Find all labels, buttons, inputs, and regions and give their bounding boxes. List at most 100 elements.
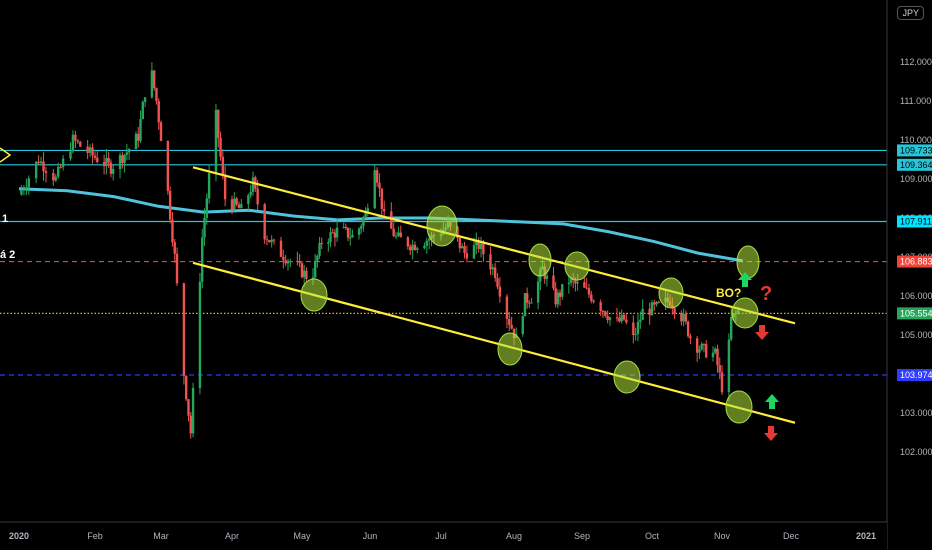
- direction-arrows: [0, 147, 779, 441]
- channel-lower-line: [192, 261, 796, 424]
- candle-body: [456, 226, 459, 238]
- price-tag-bg: [897, 369, 932, 382]
- candle-body: [247, 195, 250, 204]
- candle-body: [74, 134, 77, 141]
- candle-body: [475, 240, 478, 246]
- price-tag-label: 107.911: [900, 216, 932, 226]
- touch-marker-ellipse: [426, 205, 458, 247]
- x-tick-label: Mar: [153, 531, 169, 541]
- touch-marker-ellipse: [731, 297, 759, 329]
- candle-body: [223, 174, 227, 200]
- candle-body: [482, 243, 485, 255]
- candle-body: [54, 176, 57, 181]
- candle-body: [639, 319, 642, 322]
- candle-body: [342, 226, 345, 228]
- candle-body: [592, 300, 595, 303]
- candle-body: [289, 261, 292, 263]
- candle-body: [615, 317, 619, 319]
- candle-body: [214, 109, 218, 174]
- candle-body: [105, 157, 108, 167]
- candle-body: [57, 166, 60, 177]
- trend-channel: [192, 166, 796, 424]
- candle-body: [599, 302, 602, 311]
- candle-body: [528, 302, 531, 304]
- candle-body: [313, 260, 317, 278]
- candle-body: [263, 204, 266, 240]
- price-tag-bg: [897, 158, 932, 171]
- candle-body: [88, 147, 92, 153]
- x-tick-label: May: [293, 531, 311, 541]
- candle-body: [346, 227, 350, 238]
- candle-body: [394, 235, 398, 237]
- candle-body: [673, 308, 676, 314]
- candle-body: [187, 399, 190, 416]
- candle-body: [143, 97, 147, 102]
- candle-body: [576, 282, 579, 284]
- candle-body: [427, 239, 431, 241]
- candle-body: [479, 243, 483, 250]
- bo-annotation: BO?: [716, 286, 741, 300]
- candle-body: [716, 348, 719, 366]
- y-axis-background: [887, 0, 932, 550]
- candle-body: [270, 239, 273, 243]
- candle-body: [22, 189, 26, 191]
- candle-body: [91, 147, 94, 156]
- candle-body: [556, 292, 560, 305]
- candle-body: [366, 208, 370, 212]
- candle-body: [357, 228, 361, 235]
- price-tag-label: 105.554: [900, 308, 932, 318]
- candle-body: [284, 260, 287, 264]
- left-label-2: á 2: [0, 249, 15, 261]
- candle-body: [121, 155, 124, 163]
- candle-body: [286, 261, 290, 264]
- price-tag-label: 106.883: [900, 257, 932, 267]
- candle-body: [574, 280, 577, 284]
- candle-body: [730, 316, 733, 340]
- candle-body: [298, 261, 301, 264]
- candle-body: [523, 293, 527, 317]
- candle-body: [657, 301, 660, 303]
- candle-body: [552, 275, 555, 289]
- candle-body: [39, 161, 43, 164]
- candle-body: [601, 310, 605, 312]
- price-tag: 109.733: [897, 144, 932, 157]
- candle-body: [536, 281, 540, 303]
- candle-body: [42, 161, 45, 172]
- candle-body: [157, 101, 160, 123]
- candle-body: [141, 101, 144, 120]
- candle-body: [727, 339, 731, 393]
- candle-body: [37, 161, 40, 164]
- candle-body: [569, 278, 573, 283]
- candle-body: [508, 318, 511, 325]
- candle-body: [272, 239, 276, 241]
- candle-body: [182, 283, 186, 376]
- candle-body: [173, 242, 176, 254]
- candle-body: [249, 192, 252, 196]
- channel-upper-line: [192, 166, 796, 325]
- y-tick-label: 112.000: [900, 57, 932, 67]
- candle-body: [112, 168, 115, 174]
- candle-body: [159, 122, 163, 142]
- candle-body: [300, 263, 304, 278]
- candle-body: [349, 237, 352, 239]
- candle-body: [720, 372, 724, 393]
- touch-markers: [300, 205, 760, 424]
- candle-body: [251, 177, 255, 193]
- candle-body: [331, 232, 334, 234]
- symbol-badge[interactable]: JPY: [897, 6, 924, 20]
- candle-body: [109, 162, 113, 174]
- candle-body: [256, 188, 259, 205]
- candle-body: [364, 211, 367, 218]
- candle-body: [406, 237, 410, 247]
- candle-body: [698, 349, 701, 353]
- candle-body: [399, 232, 402, 238]
- price-tag-label: 109.364: [900, 160, 932, 170]
- y-tick-label: 103.000: [900, 408, 932, 418]
- candle-body: [604, 311, 607, 317]
- candle-body: [219, 137, 222, 157]
- candle-body: [423, 245, 426, 249]
- candle-body: [686, 321, 690, 337]
- down-arrow-icon: [755, 325, 769, 340]
- candle-body: [201, 237, 204, 282]
